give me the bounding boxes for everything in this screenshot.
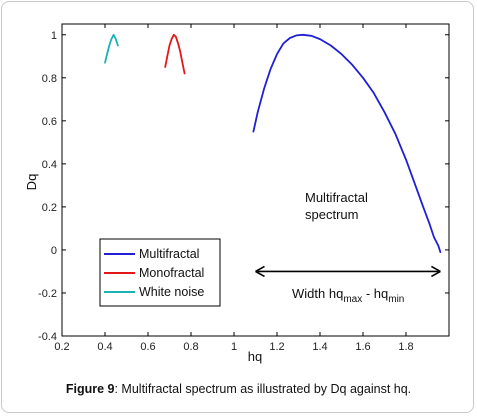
- caption-label: Figure 9: [65, 382, 115, 396]
- legend-label-multifractal: Multifractal: [139, 247, 199, 261]
- x-tick-label: 1: [231, 341, 237, 353]
- y-tick-label: 1: [51, 30, 57, 42]
- y-tick-label: 0.4: [42, 159, 57, 171]
- legend-label-monofractal: Monofractal: [139, 266, 204, 280]
- y-axis-label: Dq: [24, 174, 39, 191]
- series-layer: [104, 33, 442, 254]
- y-tick-label: 0: [51, 245, 57, 257]
- width-annotation-sub-min: min: [388, 294, 404, 305]
- x-tick-label: 1.4: [312, 341, 327, 353]
- x-tick-label: 0.8: [183, 341, 198, 353]
- x-axis-label: hq: [248, 349, 262, 364]
- figure-caption: Figure 9: Multifractal spectrum as illus…: [0, 382, 477, 396]
- chart: 0.2 0.4 0.6 0.8 1 1.2 1.4 1.6 1.8 -0.4 -0.2 0 0.2 0.4…: [24, 23, 450, 364]
- series-line-multifractal: [252, 33, 442, 254]
- legend: Multifractal Monofractal White noise: [99, 238, 221, 307]
- spectrum-annotation-line1: Multifractal: [305, 190, 368, 205]
- caption-text: : Multifractal spectrum as illustrated b…: [114, 382, 412, 396]
- y-tick-label: 0.6: [42, 116, 57, 128]
- width-annotation-mid: - hq: [362, 286, 388, 301]
- series-line-monofractal: [164, 33, 186, 75]
- y-tick-label: -0.4: [38, 331, 57, 343]
- x-tick-label: 1.8: [398, 341, 413, 353]
- width-arrow: [255, 265, 441, 278]
- y-tick-label: 0.8: [42, 73, 57, 85]
- x-tick-label: 0.2: [54, 341, 69, 353]
- x-tick-label: 1.2: [269, 341, 284, 353]
- y-tick-label: -0.2: [38, 288, 57, 300]
- width-annotation: Width hqmax - hqmin: [292, 286, 404, 305]
- legend-label-white-noise: White noise: [139, 285, 204, 299]
- width-annotation-main: Width hq: [292, 286, 343, 301]
- series-line-white-noise: [104, 33, 119, 64]
- width-arrow-head-left: [255, 265, 265, 278]
- y-tick-label: 0.2: [42, 202, 57, 214]
- ticks-layer: 0.2 0.4 0.6 0.8 1 1.2 1.4 1.6 1.8 -0.4 -0.2 0 0.2 0.4…: [38, 24, 449, 353]
- width-arrow-head-right: [431, 265, 441, 278]
- width-annotation-sub-max: max: [343, 294, 362, 305]
- x-tick-label: 0.6: [140, 341, 155, 353]
- spectrum-annotation-line2: spectrum: [305, 207, 358, 222]
- x-tick-label: 0.4: [97, 341, 112, 353]
- x-tick-label: 1.6: [355, 341, 370, 353]
